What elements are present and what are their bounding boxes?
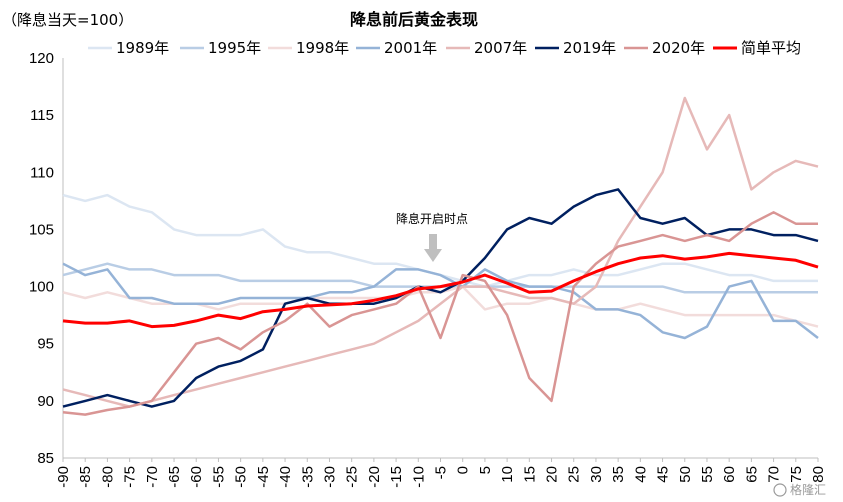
watermark-text: 格隆汇	[790, 482, 826, 497]
x-tick-label: -40	[277, 466, 294, 488]
y-tick-label: 115	[30, 107, 54, 124]
legend-item: 1998年	[268, 39, 349, 57]
legend: 1989年 1995年 1998年 2001年 2007年 2019年 2020年 简单平均	[88, 39, 801, 57]
x-tick-label: 5	[477, 466, 494, 474]
legend-item: 2001年	[356, 39, 437, 57]
x-tick-label: -60	[188, 466, 205, 488]
x-tick-label: -5	[433, 466, 450, 479]
legend-item: 2019年	[535, 39, 616, 57]
y-tick-label: 105	[29, 221, 54, 238]
series-line-5	[62, 188, 819, 408]
y-tick-label: 95	[37, 336, 54, 353]
y-tick-labels: 85 90 95 100 105 110 115 120	[29, 50, 54, 467]
legend-label: 2007年	[474, 39, 527, 57]
series-line-3	[62, 262, 819, 340]
series-line-6	[62, 211, 818, 416]
x-tick-label: 50	[677, 466, 694, 483]
legend-label: 2020年	[652, 39, 705, 57]
rate-cut-annotation: 降息开启时点	[396, 211, 468, 262]
series-line-7	[62, 251, 819, 329]
chart-title: 降息前后黄金表现	[350, 10, 478, 29]
x-tick-label: -50	[233, 466, 250, 488]
x-tick-label: 55	[699, 466, 716, 483]
y-tick-label: 110	[30, 164, 54, 181]
y-tick-label: 90	[37, 393, 54, 410]
x-tick-label: 45	[655, 466, 672, 483]
x-tick-label: 0	[455, 466, 472, 474]
x-tick-label: -45	[255, 466, 272, 488]
watermark: 格隆汇	[773, 482, 826, 497]
series-line-4	[62, 96, 819, 408]
legend-label: 2019年	[563, 39, 616, 57]
legend-label: 1989年	[116, 39, 169, 57]
x-tick-label: -80	[99, 466, 116, 488]
legend-item: 1989年	[88, 39, 169, 57]
x-tick-label: -30	[321, 466, 338, 488]
legend-item: 2020年	[624, 39, 705, 57]
series-lines	[62, 96, 819, 416]
legend-item: 简单平均	[713, 39, 801, 57]
x-tick-label: 15	[521, 466, 538, 483]
x-tick-label: 80	[810, 466, 827, 483]
legend-label: 1998年	[296, 39, 349, 57]
x-tick-label: -20	[366, 466, 383, 488]
watermark-logo-icon	[773, 483, 787, 497]
x-tick-label: 20	[544, 466, 561, 483]
series-line-0	[62, 193, 818, 288]
legend-label: 1995年	[208, 39, 261, 57]
legend-item: 2007年	[446, 39, 527, 57]
legend-label: 2001年	[384, 39, 437, 57]
x-tick-label: -10	[410, 466, 427, 488]
x-tick-label: 25	[566, 466, 583, 483]
x-tick-label: -35	[299, 466, 316, 488]
y-tick-label: 120	[29, 50, 54, 67]
x-tick-label: 60	[721, 466, 738, 483]
y-tick-label: 85	[37, 450, 54, 467]
x-tick-label: -85	[77, 466, 94, 488]
x-tick-label: 70	[766, 466, 783, 483]
x-tick-label: -15	[388, 466, 405, 488]
x-tick-label: 30	[588, 466, 605, 483]
x-tick-labels: -90 -85 -80 -75 -70 -65 -60 -55 -50 -45 -40 -35 -30-…	[55, 458, 827, 488]
y-tick-label: 100	[29, 279, 54, 296]
x-tick-label: -25	[344, 466, 361, 488]
x-tick-label: -70	[144, 466, 161, 488]
legend-item: 1995年	[180, 39, 261, 57]
x-tick-label: -55	[210, 466, 227, 488]
x-tick-label: -65	[166, 466, 183, 488]
x-tick-label: 65	[743, 466, 760, 483]
x-tick-label: 10	[499, 466, 516, 483]
unit-label: （降息当天=100）	[2, 11, 133, 29]
annotation-label: 降息开启时点	[396, 211, 468, 226]
x-tick-label: 75	[788, 466, 805, 483]
x-tick-label: -90	[55, 466, 72, 488]
annotation-arrow	[424, 234, 442, 262]
x-tick-label: 40	[632, 466, 649, 483]
legend-label: 简单平均	[741, 39, 801, 57]
x-tick-label: 35	[610, 466, 627, 483]
x-tick-label: -75	[122, 466, 139, 488]
